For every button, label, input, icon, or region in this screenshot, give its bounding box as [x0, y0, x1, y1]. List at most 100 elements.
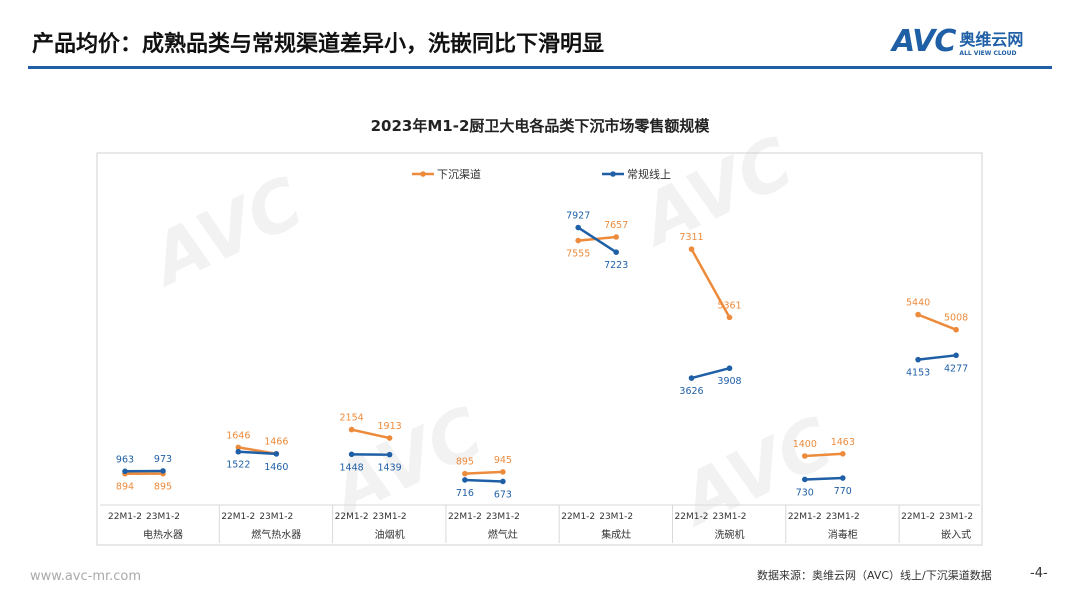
- category-tick-label: 油烟机: [375, 528, 405, 541]
- logo-cn: 奥维云网: [959, 30, 1024, 49]
- data-label: 894: [116, 482, 134, 493]
- data-point: [575, 224, 581, 231]
- avc-logo: AVC 奥维云网 ALL VIEW CLOUD: [892, 24, 1023, 59]
- data-label: 1400: [793, 439, 817, 450]
- data-point: [273, 451, 280, 457]
- data-label: 716: [456, 488, 474, 499]
- series-line-sinking: [917, 313, 957, 331]
- data-point: [386, 451, 393, 458]
- data-point: [726, 365, 733, 372]
- data-point: [575, 237, 581, 244]
- series-line-online: [238, 450, 277, 456]
- data-label: 1466: [264, 437, 288, 448]
- data-point: [122, 468, 128, 475]
- data-label: 5440: [906, 298, 930, 309]
- period-tick-label: 23M1-2: [826, 512, 860, 522]
- data-point: [840, 450, 846, 457]
- period-tick-label: 22M1-2: [108, 512, 142, 522]
- data-point: [726, 314, 733, 321]
- period-tick-label: 22M1-2: [788, 512, 822, 522]
- series-line-sinking: [351, 428, 390, 440]
- data-point: [348, 426, 355, 433]
- data-label: 4277: [944, 363, 968, 374]
- data-point: [953, 326, 959, 333]
- series-line-sinking: [804, 452, 843, 458]
- series-line-sinking: [690, 248, 731, 318]
- data-label: 895: [456, 457, 474, 468]
- logo-mark: AVC: [892, 24, 956, 59]
- data-label: 4153: [906, 368, 930, 379]
- category-tick-label: 燃气热水器: [251, 528, 301, 541]
- data-point: [953, 352, 959, 359]
- category-tick-label: 洗碗机: [715, 528, 745, 541]
- data-point: [915, 311, 921, 318]
- data-label: 973: [154, 454, 172, 465]
- data-point: [160, 468, 166, 474]
- chart-title: 2023年M1-2厨卫大电各品类下沉市场零售额规模: [370, 117, 710, 135]
- period-tick-label: 23M1-2: [146, 512, 180, 522]
- data-label: 1439: [378, 463, 402, 474]
- category-tick-label: 嵌入式: [941, 528, 971, 541]
- page-number: -4-: [1030, 566, 1048, 581]
- data-point: [348, 451, 355, 458]
- data-label: 7555: [566, 249, 590, 260]
- legend-label: 常规线上: [627, 167, 671, 181]
- data-label: 770: [834, 486, 852, 497]
- series-line-sinking: [464, 470, 503, 475]
- series-line-online: [577, 226, 617, 254]
- data-point: [840, 475, 846, 481]
- plot-border: [96, 152, 983, 546]
- data-label: 1522: [226, 460, 250, 471]
- data-label: 5008: [944, 313, 968, 324]
- data-point: [462, 470, 468, 477]
- period-tick-label: 23M1-2: [486, 512, 520, 522]
- period-tick-label: 23M1-2: [939, 512, 973, 522]
- data-label: 1460: [264, 462, 288, 473]
- data-point: [386, 435, 393, 441]
- series-line-online: [464, 478, 503, 483]
- period-tick-label: 23M1-2: [599, 512, 633, 522]
- data-label: 1448: [340, 462, 364, 473]
- title-divider: [28, 66, 1052, 69]
- data-label: 3626: [679, 386, 703, 397]
- data-source: 数据来源：奥维云网（AVC）线上/下沉渠道数据: [757, 569, 992, 582]
- data-point: [462, 477, 468, 483]
- data-label: 945: [494, 455, 512, 466]
- data-point: [802, 476, 808, 483]
- period-tick-label: 22M1-2: [448, 512, 482, 522]
- data-point: [915, 356, 921, 363]
- data-point: [688, 246, 695, 252]
- data-label: 1646: [226, 430, 250, 441]
- data-label: 673: [494, 489, 512, 500]
- legend-label: 下沉渠道: [437, 167, 481, 181]
- data-label: 7657: [604, 220, 628, 231]
- data-label: 2154: [340, 413, 364, 424]
- category-tick-label: 电热水器: [143, 528, 183, 541]
- legend-marker: [610, 171, 616, 177]
- data-label: 7223: [604, 260, 628, 271]
- data-point: [688, 375, 695, 381]
- category-tick-label: 集成灶: [601, 528, 631, 541]
- series-line-online: [691, 367, 730, 380]
- data-point: [613, 234, 619, 240]
- period-tick-label: 22M1-2: [675, 512, 709, 522]
- data-label: 963: [116, 454, 134, 465]
- data-label: 730: [796, 487, 814, 498]
- website-link[interactable]: www.avc-mr.com: [30, 569, 142, 584]
- data-point: [802, 453, 808, 459]
- data-point: [613, 249, 619, 255]
- logo-en: ALL VIEW CLOUD: [959, 50, 1017, 57]
- data-point: [500, 469, 506, 475]
- data-label: 1463: [831, 437, 855, 448]
- series-line-online: [917, 354, 957, 361]
- data-point: [500, 478, 506, 485]
- category-tick-label: 消毒柜: [828, 528, 858, 541]
- category-tick-label: 燃气灶: [488, 528, 518, 541]
- period-tick-label: 22M1-2: [335, 512, 369, 522]
- period-tick-label: 22M1-2: [561, 512, 595, 522]
- data-label: 1913: [378, 421, 402, 432]
- period-tick-label: 22M1-2: [901, 512, 935, 522]
- legend-marker: [420, 171, 426, 177]
- period-tick-label: 23M1-2: [373, 512, 407, 522]
